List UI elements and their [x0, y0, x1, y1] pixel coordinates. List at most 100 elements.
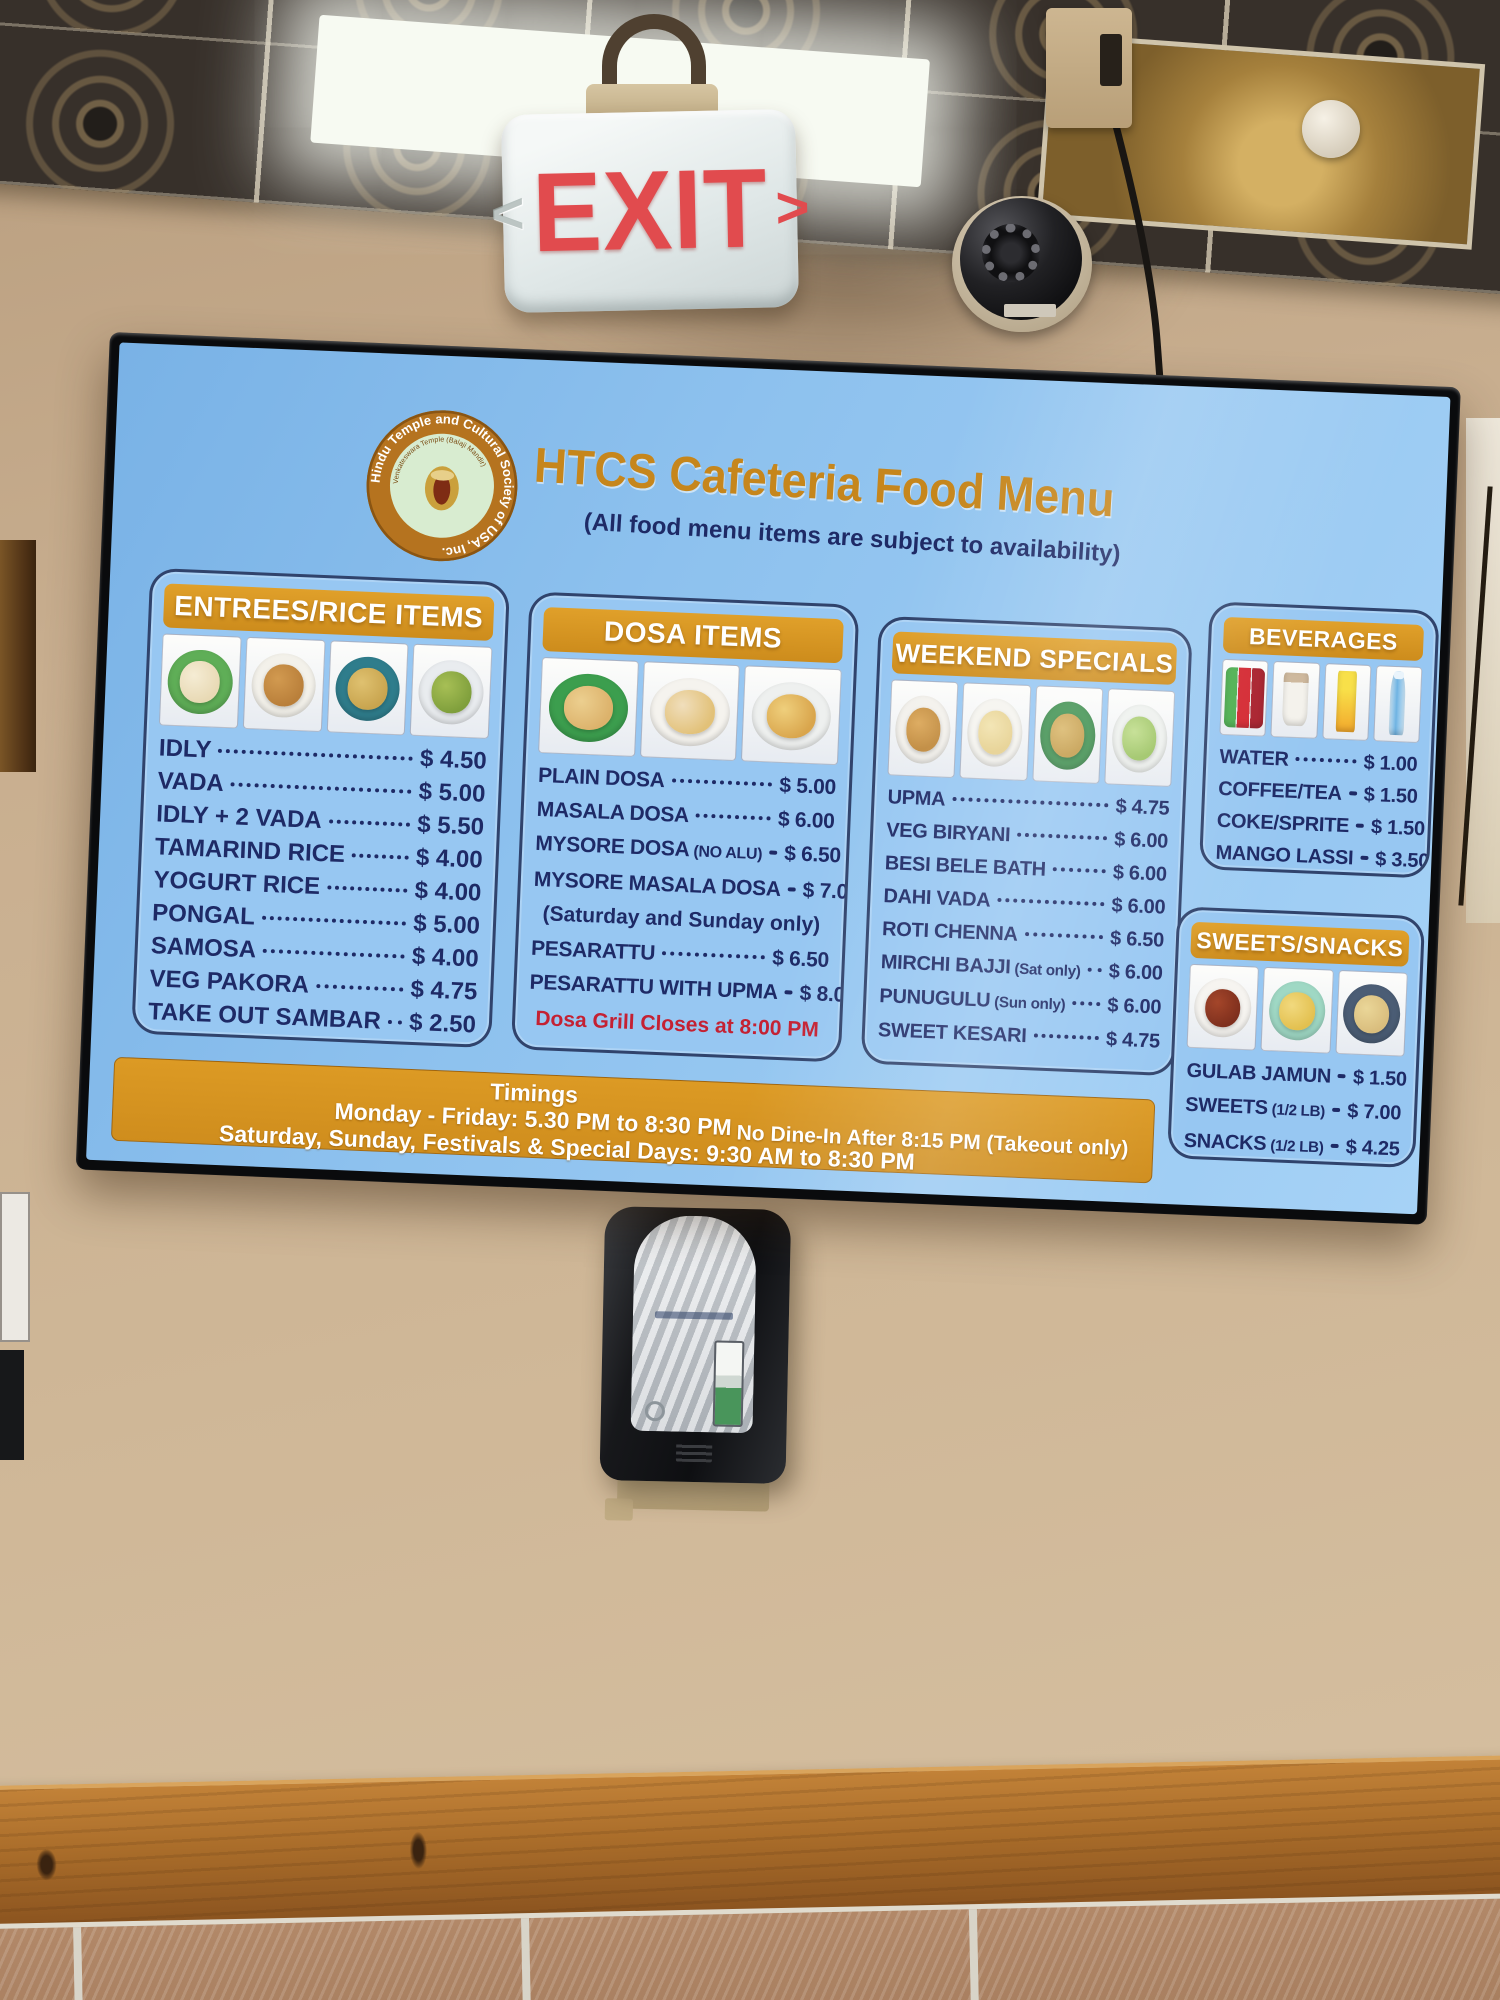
exit-sign: EXIT — [500, 108, 800, 314]
dotted-leader — [952, 796, 1109, 808]
panel-beverages-photos — [1219, 658, 1423, 744]
menu-item-price: $ 4.50 — [419, 745, 488, 775]
outlet-slot — [1100, 34, 1122, 86]
dispenser-hands-icon — [675, 1441, 713, 1463]
punugulu-plate-photo — [887, 679, 959, 779]
panel-sweets-snacks: SWEETS/SNACKS GULAB JAMUN $ 1.50 SW — [1167, 906, 1426, 1169]
left-wood-post — [0, 540, 36, 772]
panel-beverages: BEVERAGES WATER $ 1.00 COFFEE/TEA — [1198, 601, 1440, 879]
panel-dosa-weekend-items: PESARATTU $ 6.50 PESARATTU WITH UPMA $ 8… — [529, 932, 856, 1012]
dotted-leader — [671, 778, 773, 787]
coffee-cup-photo — [1270, 660, 1320, 739]
menu-item-price: $ 4.25 — [1345, 1136, 1401, 1161]
exit-right-chevron-icon — [775, 179, 810, 238]
panel-beverages-items: WATER $ 1.00 COFFEE/TEA $ 1.50 COKE/SPRI — [1215, 741, 1429, 877]
panel-sweets-photos — [1186, 963, 1408, 1057]
timings-bar: Timings Monday - Friday: 5.30 PM to 8:30… — [110, 1056, 1156, 1184]
dispenser-label — [654, 1311, 734, 1320]
panel-weekend-header: WEEKEND SPECIALS — [891, 631, 1178, 685]
dotted-leader — [218, 748, 414, 761]
upma-plate-photo — [1104, 688, 1176, 787]
dotted-leader — [784, 990, 793, 995]
dispenser-body — [599, 1206, 792, 1484]
outlet-box — [1046, 8, 1132, 128]
menu-item-price: $ 4.00 — [411, 942, 480, 973]
dotted-leader — [1295, 756, 1357, 764]
dotted-leader — [1052, 867, 1106, 874]
dotted-leader — [787, 887, 796, 892]
dispenser-brand-icon — [644, 1400, 666, 1422]
menu-item-price: $ 4.75 — [410, 975, 478, 1006]
dotted-leader — [315, 983, 404, 992]
security-camera — [952, 196, 1092, 332]
menu-item-price: $ 4.75 — [1115, 795, 1170, 820]
soda-cans-photo — [1219, 658, 1269, 737]
dotted-leader — [1087, 967, 1102, 973]
menu-item-price: $ 5.00 — [778, 773, 837, 800]
sanitizer-dispenser — [599, 1206, 792, 1521]
menu-item-price: $ 1.50 — [1363, 783, 1418, 808]
dotted-leader — [328, 819, 411, 827]
dotted-leader — [1356, 823, 1365, 828]
dotted-leader — [230, 782, 412, 794]
menu-tv-frame: Hindu Temple and Cultural Society of USA… — [75, 332, 1461, 1225]
dotted-leader — [263, 948, 405, 959]
menu-item-price: $ 5.50 — [416, 811, 485, 841]
menu-tv-screen: Hindu Temple and Cultural Society of USA… — [86, 342, 1451, 1215]
panel-sweets-header: SWEETS/SNACKS — [1190, 921, 1410, 967]
smoke-detector — [1302, 100, 1360, 158]
dotted-leader — [1017, 832, 1108, 841]
dotted-leader — [351, 853, 410, 860]
htcs-logo: Hindu Temple and Cultural Society of USA… — [364, 408, 519, 563]
exit-sign-text: EXIT — [531, 145, 769, 276]
dotted-leader — [1360, 855, 1369, 861]
menu-item-price: $ 1.50 — [1370, 816, 1426, 841]
left-partial-sign — [0, 1192, 30, 1342]
dotted-leader — [327, 885, 408, 893]
dispenser-refill-window — [712, 1340, 745, 1428]
menu-item-price: $ 6.00 — [1113, 828, 1169, 853]
menu-item-price: $ 4.75 — [1105, 1028, 1161, 1053]
dosa-banana-leaf-photo — [538, 656, 639, 757]
panel-entrees-items: IDLY $ 4.50 VADA $ 5.00 IDLY + 2 VADA — [147, 731, 488, 1041]
vada-sambar-plate-photo — [242, 636, 326, 732]
menu-item-price: $ 6.00 — [1108, 960, 1164, 985]
camera-label — [1004, 304, 1056, 317]
panel-weekend-items: UPMA $ 4.75 VEG BIRYANI $ 6.00 BESI BELE — [877, 781, 1170, 1058]
left-dark-object — [0, 1350, 24, 1460]
menu-item-price: $ 1.00 — [1363, 751, 1418, 776]
menu-item-price: $ 4.00 — [414, 876, 482, 907]
exit-left-chevron-icon — [490, 185, 525, 244]
panel-sweets-items: GULAB JAMUN $ 1.50 SWEETS (1/2 LB) $ 7.00 — [1183, 1054, 1407, 1168]
right-wall-corner — [1458, 418, 1500, 923]
menu-item-price: $ 6.50 — [771, 946, 830, 972]
panel-entrees-header: ENTREES/RICE ITEMS — [162, 583, 495, 641]
dotted-leader — [1330, 1143, 1339, 1149]
dotted-leader — [1024, 932, 1104, 940]
dotted-leader — [769, 850, 778, 855]
dotted-leader — [695, 813, 772, 821]
sweets-plate-photo — [1260, 966, 1334, 1054]
dosa-roll-plate-photo — [639, 661, 741, 762]
dispenser-bracket-tab — [604, 1498, 634, 1521]
menu-item-price: $ 6.50 — [783, 842, 842, 868]
idly-vada-plate-photo — [158, 633, 242, 729]
menu-item-price: $ 6.00 — [1106, 994, 1162, 1019]
tamarind-rice-bowl-photo — [326, 640, 409, 736]
dotted-leader — [261, 915, 407, 926]
panel-dosa: DOSA ITEMS PLAIN DOSA $ 5.00 MASALA — [510, 591, 860, 1063]
panel-weekend-photos — [887, 679, 1176, 787]
right-wall-cable — [1458, 486, 1493, 906]
panel-weekend-specials: WEEKEND SPECIALS UPMA $ 4.75 VEG BI — [860, 615, 1193, 1077]
camera-lens-ring — [982, 224, 1040, 282]
menu-item-price: $ 6.00 — [1112, 861, 1168, 886]
dotted-leader — [662, 951, 766, 960]
mysore-dosa-plate-photo — [741, 665, 842, 766]
menu-item-price: $ 7.00 — [1346, 1100, 1402, 1125]
panel-dosa-photos — [538, 656, 842, 766]
menu-item-price: $ 3.50 — [1374, 848, 1430, 873]
menu-item-price: $ 7.00 — [802, 878, 860, 905]
panel-dosa-items: PLAIN DOSA $ 5.00 MASALA DOSA $ 6.00 MYS — [533, 759, 859, 909]
dotted-leader — [387, 1019, 403, 1025]
